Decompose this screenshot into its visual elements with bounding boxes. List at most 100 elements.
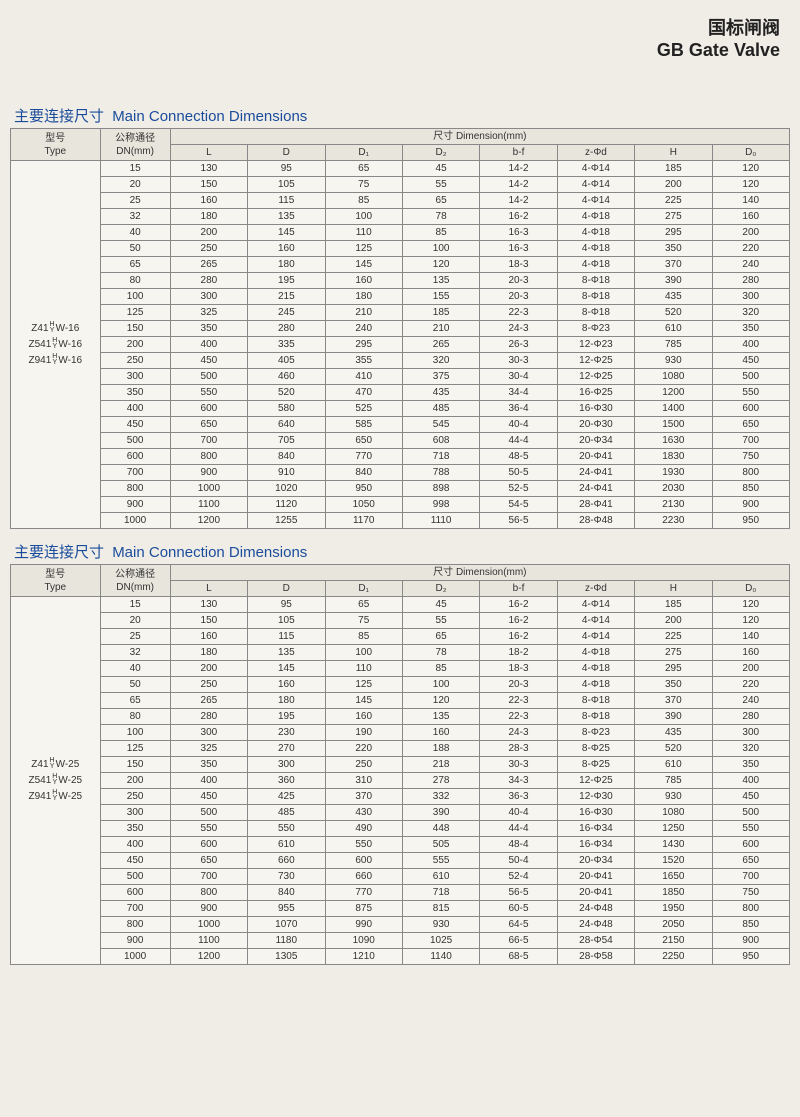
cell: 44-4 [480,821,557,837]
cell: 160 [325,709,402,725]
cell: 485 [248,805,325,821]
cell: 12-Φ30 [557,789,634,805]
cell: 160 [170,629,247,645]
col-D0: D₀ [712,581,789,597]
cell: 85 [325,629,402,645]
cell: 150 [170,613,247,629]
cell: 1025 [402,933,479,949]
cell: 1210 [325,949,402,965]
cell: 120 [402,257,479,273]
cell: 185 [635,161,712,177]
cell: 12-Φ25 [557,773,634,789]
table-row: 8028019516013520-38-Φ18390280 [11,273,790,289]
cell: 125 [100,305,170,321]
cell: 110 [325,225,402,241]
table-row: 10030021518015520-38-Φ18435300 [11,289,790,305]
cell: 300 [248,757,325,773]
cell: 75 [325,177,402,193]
cell: 65 [402,629,479,645]
table-body-1: Z41HYW-16Z541HYW-16Z941HYW-1615130956545… [11,161,790,529]
cell: 20-Φ34 [557,433,634,449]
cell: 78 [402,209,479,225]
cell: 2130 [635,497,712,513]
cell: 550 [325,837,402,853]
cell: 95 [248,597,325,613]
table-row: 50070070565060844-420-Φ341630700 [11,433,790,449]
cell: 100 [402,241,479,257]
cell: 40-4 [480,417,557,433]
cell: 608 [402,433,479,449]
cell: 435 [635,725,712,741]
cell: 100 [325,645,402,661]
cell: 65 [100,257,170,273]
cell: 240 [712,693,789,709]
cell: 160 [712,209,789,225]
cell: 218 [402,757,479,773]
table-row: 15035028024021024-38-Φ23610350 [11,321,790,337]
cell: 800 [100,481,170,497]
cell: 585 [325,417,402,433]
table-row: 30050046041037530-412-Φ251080500 [11,369,790,385]
cell: 815 [402,901,479,917]
cell: 500 [170,369,247,385]
cell: 1170 [325,513,402,529]
cell: 16-Φ34 [557,821,634,837]
cell: 160 [402,725,479,741]
cell: 32 [100,209,170,225]
cell: 900 [170,465,247,481]
table-row: 12532527022018828-38-Φ25520320 [11,741,790,757]
cell: 16-3 [480,225,557,241]
cell: 48-5 [480,449,557,465]
dimensions-table-2: 型号 Type 公称通径 DN(mm) 尺寸 Dimension(mm) L D… [10,564,790,965]
cell: 300 [100,805,170,821]
cell: 45 [402,161,479,177]
cell: 450 [712,353,789,369]
cell: 135 [402,273,479,289]
cell: 435 [635,289,712,305]
cell: 930 [402,917,479,933]
cell: 1140 [402,949,479,965]
cell: 770 [325,885,402,901]
cell: 18-3 [480,257,557,273]
cell: 400 [712,337,789,353]
cell: 2030 [635,481,712,497]
cell: 950 [712,949,789,965]
cell: 275 [635,209,712,225]
cell: 60-5 [480,901,557,917]
cell: 1080 [635,805,712,821]
cell: 1110 [402,513,479,529]
cell: 225 [635,193,712,209]
cell: 160 [170,193,247,209]
col-bf: b-f [480,145,557,161]
cell: 200 [635,177,712,193]
cell: 20-3 [480,677,557,693]
cell: 705 [248,433,325,449]
col-D2: D₂ [402,145,479,161]
cell: 4-Φ18 [557,645,634,661]
cell: 448 [402,821,479,837]
cell: 370 [635,257,712,273]
cell: 1100 [170,933,247,949]
cell: 400 [170,337,247,353]
table-row: 25045042537033236-312-Φ30930450 [11,789,790,805]
cell: 8-Φ23 [557,321,634,337]
cell: 550 [712,385,789,401]
col-L: L [170,581,247,597]
cell: 650 [170,853,247,869]
cell: 410 [325,369,402,385]
cell: 320 [402,353,479,369]
cell: 105 [248,613,325,629]
cell: 850 [712,917,789,933]
cell: 400 [170,773,247,789]
cell: 300 [712,289,789,305]
cell: 800 [100,917,170,933]
cell: 250 [170,677,247,693]
cell: 200 [170,661,247,677]
cell: 245 [248,305,325,321]
cell: 50-4 [480,853,557,869]
cell: 1520 [635,853,712,869]
cell: 210 [325,305,402,321]
cell: 930 [635,789,712,805]
cell: 610 [248,837,325,853]
cell: 450 [170,353,247,369]
